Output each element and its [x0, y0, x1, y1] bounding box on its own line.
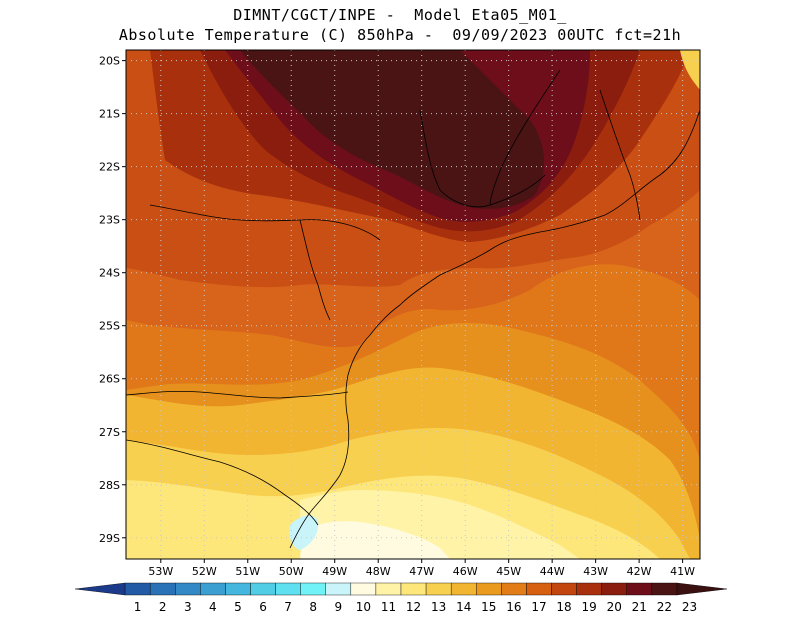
lat-tick-label: 27S: [99, 426, 120, 439]
colorbar-segment: [400, 582, 427, 596]
state-border-7: [489, 69, 561, 206]
colorbar-segment: [225, 582, 251, 596]
map-frame: [125, 49, 701, 560]
field-cold-lagoon: [289, 515, 319, 550]
lon-tick-label: 51W: [235, 565, 260, 578]
colorbar-label: 6: [259, 600, 267, 614]
colorbar-label: 23: [682, 600, 697, 614]
lon-tick-label: 47W: [409, 565, 434, 578]
colorbar-label: 5: [234, 600, 242, 614]
state-border-5: [419, 109, 546, 208]
colorbar-segment: [651, 582, 678, 596]
lon-tick-label: 50W: [279, 565, 304, 578]
field-band-25: [240, 50, 545, 209]
lat-tick-label: 26S: [99, 373, 120, 386]
colorbar-label: 19: [581, 600, 596, 614]
colorbar-label: 20: [607, 600, 622, 614]
colorbar-segment: [325, 582, 352, 596]
lat-tick-label: 24S: [99, 267, 120, 280]
colorbar-segment: [175, 582, 201, 596]
lon-tick-label: 48W: [366, 565, 391, 578]
colorbar-segment: [526, 582, 552, 596]
state-border-1: [126, 390, 349, 399]
colorbar-label: 11: [381, 600, 396, 614]
colorbar-segment: [149, 582, 176, 596]
colorbar-segment: [124, 582, 151, 596]
lat-tick-label: 28S: [99, 479, 120, 492]
lon-tick-label: 52W: [192, 565, 217, 578]
colorbar-label: 4: [209, 600, 217, 614]
colorbar-segment: [676, 582, 728, 596]
colorbar-segment: [375, 582, 402, 596]
colorbar-label: 17: [531, 600, 546, 614]
lon-tick-label: 43W: [583, 565, 608, 578]
colorbar-segment: [576, 582, 602, 596]
colorbar-label: 2: [159, 600, 167, 614]
colorbar-segment: [626, 582, 653, 596]
temperature-field: [126, 50, 700, 559]
graticule: [126, 50, 700, 559]
lon-tick-label: 46W: [453, 565, 478, 578]
lon-tick-label: 53W: [148, 565, 173, 578]
colorbar-segment: [200, 582, 226, 596]
longitude-axis: 53W 52W 51W 50W 49W 48W 47W 46W 45W 44W 43W 42W 41W: [148, 559, 695, 578]
colorbar-segment: [74, 582, 126, 596]
field-band-13: [300, 521, 450, 559]
colorbar-segment: [300, 582, 326, 596]
boundaries: [126, 69, 700, 549]
colorbar-label: 7: [284, 600, 292, 614]
colorbar-label: 8: [309, 600, 317, 614]
state-border-4: [149, 204, 381, 241]
coastline: [289, 109, 700, 549]
colorbar-segment: [250, 582, 276, 596]
lon-tick-label: 44W: [540, 565, 565, 578]
colorbar-segment: [450, 582, 477, 596]
colorbar-segment: [275, 582, 301, 596]
lat-tick-label: 25S: [99, 320, 120, 333]
lat-tick-label: 29S: [99, 532, 120, 545]
colorbar: 1 2 3 4 5 6 7 8 9 10 11 12 13 14 15 16 17 18 19 20 21 22 23: [74, 582, 728, 614]
state-border-6: [599, 89, 641, 221]
latitude-axis: 20S 21S 22S 23S 24S 25S 26S 27S 28S 29S: [99, 55, 126, 545]
colorbar-label: 13: [431, 600, 446, 614]
field-ne-patch: [680, 50, 700, 90]
colorbar-segment: [476, 582, 502, 596]
colorbar-label: 10: [356, 600, 371, 614]
colorbar-segment: [551, 582, 577, 596]
lon-tick-label: 45W: [496, 565, 521, 578]
colorbar-label: 22: [657, 600, 672, 614]
colorbar-label: 1: [134, 600, 142, 614]
lat-tick-label: 23S: [99, 214, 120, 227]
lon-tick-label: 49W: [322, 565, 347, 578]
colorbar-label: 16: [506, 600, 521, 614]
colorbar-label: 21: [632, 600, 647, 614]
colorbar-label: 3: [184, 600, 192, 614]
state-border-2: [126, 439, 319, 526]
lat-tick-label: 21S: [99, 108, 120, 121]
title-line-1: DIMNT/CGCT/INPE - Model Eta05_M01_: [233, 6, 567, 24]
lon-tick-label: 42W: [627, 565, 652, 578]
colorbar-segment: [601, 582, 627, 596]
colorbar-segment: [501, 582, 527, 596]
state-border-3: [299, 219, 331, 321]
colorbar-label: 12: [406, 600, 421, 614]
lat-tick-label: 22S: [99, 161, 120, 174]
title-line-2: Absolute Temperature (C) 850hPa - 09/09/…: [118, 26, 682, 44]
colorbar-label: 14: [456, 600, 471, 614]
colorbar-segment: [425, 582, 452, 596]
lat-tick-label: 20S: [99, 55, 120, 68]
lon-tick-label: 41W: [670, 565, 695, 578]
colorbar-segment: [350, 582, 377, 596]
colorbar-label: 9: [334, 600, 342, 614]
colorbar-label: 15: [481, 600, 496, 614]
colorbar-label: 18: [556, 600, 571, 614]
